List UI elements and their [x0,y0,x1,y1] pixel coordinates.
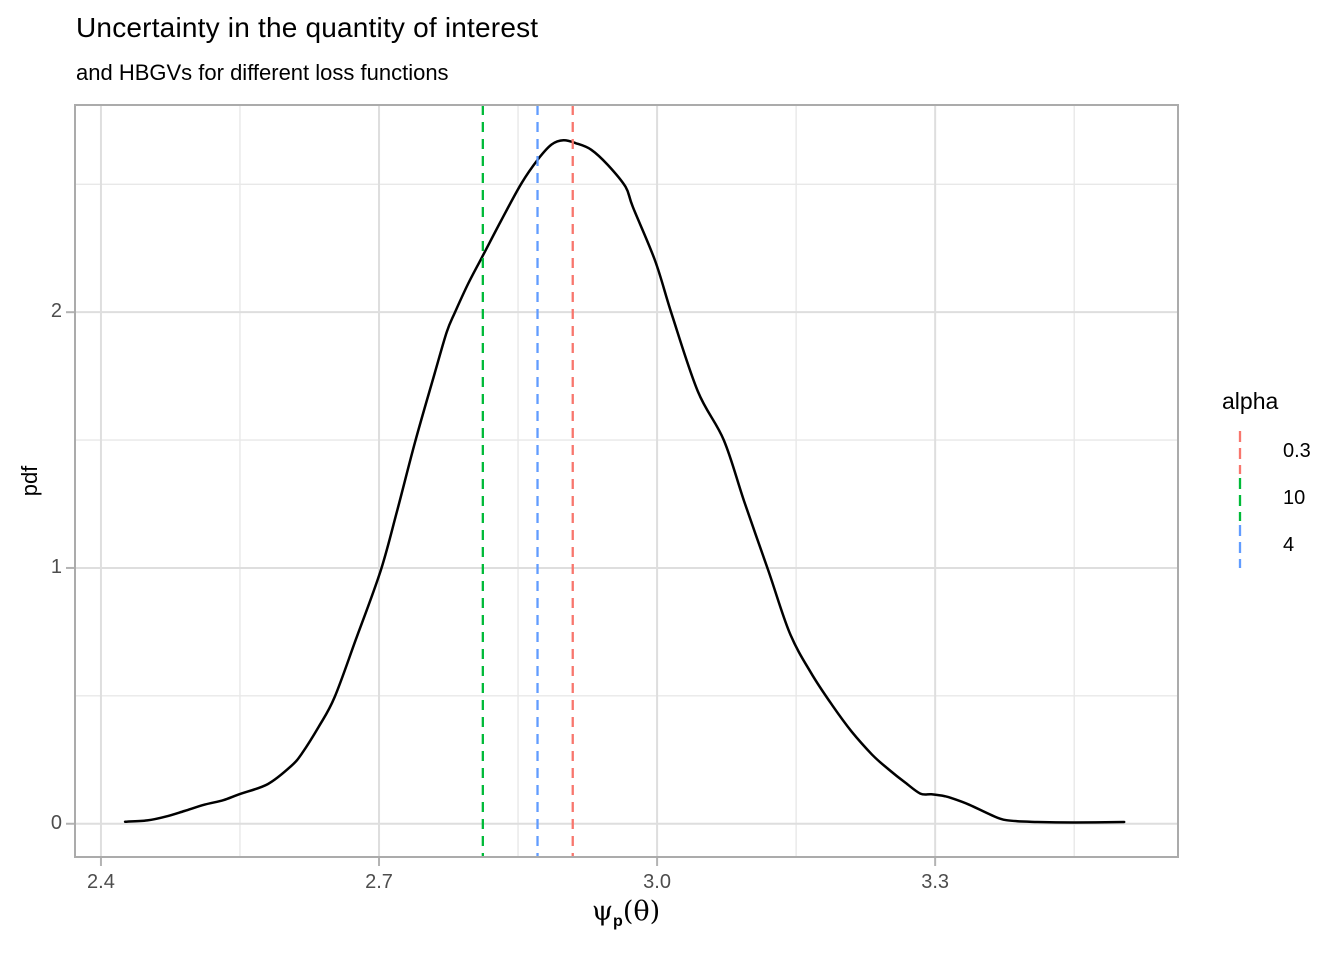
x-tick-label-2.4: 2.4 [87,871,115,893]
x-tick-label-2.7: 2.7 [365,871,393,893]
legend-title: alpha [1222,388,1279,414]
legend-key-dashed-line-icon [1238,431,1242,474]
legend-item-10: 10 [1210,475,1342,522]
density-curve [123,139,1126,824]
panel-border [74,104,1179,858]
x-axis-title: ψp(θ) [592,896,660,931]
x-axis-title-psi: ψ [591,896,614,927]
y-tick-label-2: 2 [50,300,62,323]
legend-item-4: 4 [1210,522,1342,569]
legend-items: 0.3 10 4 [1210,428,1342,569]
legend-item-0.3: 0.3 [1210,428,1342,475]
x-tick-label-3.0: 3.0 [643,871,671,893]
legend-key-dashed-line-icon [1238,525,1242,568]
x-tick-label-3.3: 3.3 [921,871,950,893]
x-axis-title-subscript: p [613,913,623,930]
y-tick-label-1: 1 [50,555,62,578]
plot-title: Uncertainty in the quantity of interest [76,12,539,43]
legend-label: 4 [1283,534,1295,556]
legend: alpha 0.3 10 4 [1210,388,1342,569]
legend-key-dashed-line-icon [1238,478,1242,521]
legend-label: 0.3 [1283,440,1311,462]
y-tick-label-0: 0 [50,811,62,834]
plot-subtitle: and HBGVs for different loss functions [76,60,449,85]
y-axis-title: pdf [17,465,42,497]
legend-label: 10 [1283,487,1306,509]
x-axis-title-theta: (θ) [622,896,661,927]
